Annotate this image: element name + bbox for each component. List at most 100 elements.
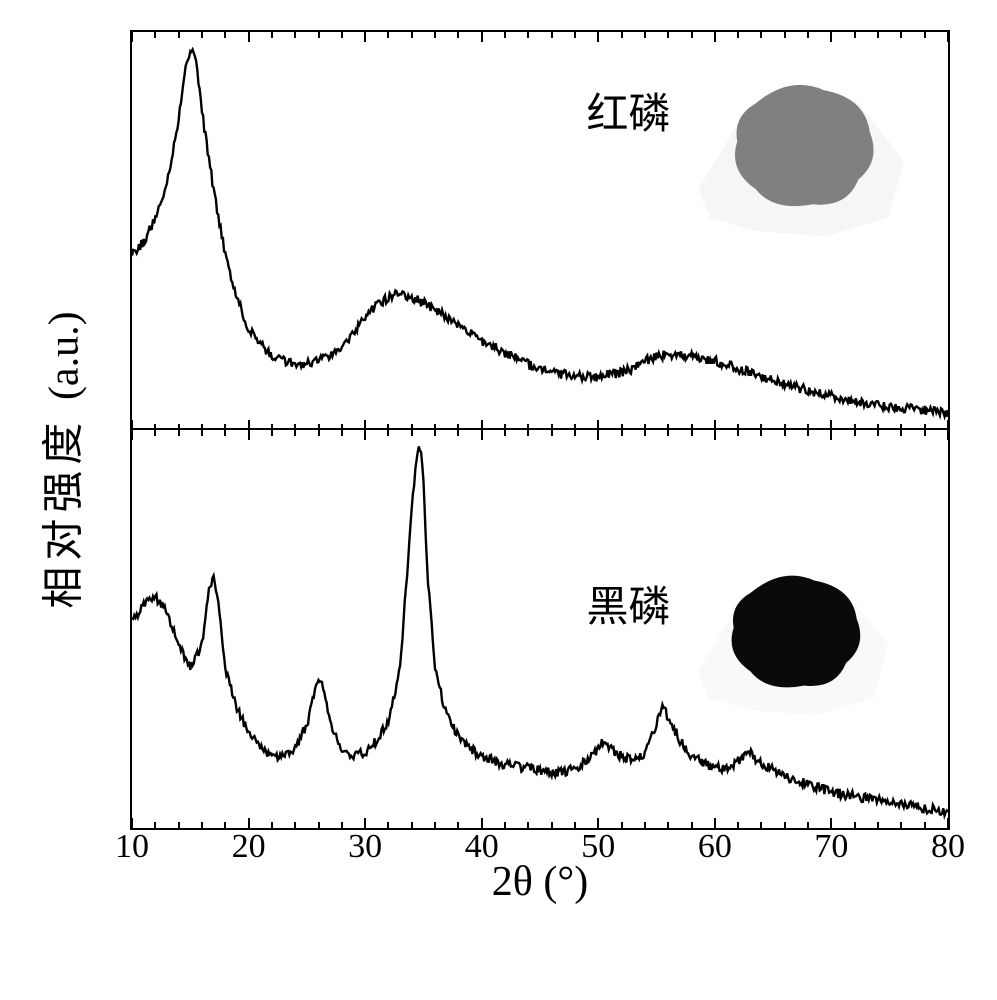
x-minor-tick — [457, 430, 459, 436]
x-minor-tick — [294, 32, 296, 38]
x-major-tick — [597, 818, 599, 828]
x-minor-tick — [387, 32, 389, 38]
x-major-tick — [947, 420, 949, 430]
x-major-tick — [364, 32, 366, 42]
x-minor-tick — [574, 430, 576, 436]
x-minor-tick — [154, 32, 156, 38]
x-minor-tick — [621, 430, 623, 436]
x-minor-tick — [877, 430, 879, 436]
x-minor-tick — [877, 32, 879, 38]
x-minor-tick — [154, 430, 156, 436]
plot-area: 红磷 黑磷 1020304050607080 2θ (°) — [130, 30, 950, 830]
x-tick-label: 10 — [115, 828, 149, 866]
x-major-tick — [248, 32, 250, 42]
panel-black-phosphorus: 黑磷 — [132, 430, 948, 828]
x-minor-tick — [411, 32, 413, 38]
x-major-tick — [597, 430, 599, 440]
x-minor-tick — [201, 32, 203, 38]
sample-photo-black-phosphorus — [687, 549, 899, 724]
x-minor-tick — [667, 430, 669, 436]
x-major-tick — [597, 32, 599, 42]
x-axis-label-text: 2θ (°) — [492, 859, 588, 905]
x-minor-tick — [527, 430, 529, 436]
x-minor-tick — [807, 32, 809, 38]
y-axis-label-unit: (a.u.) — [42, 311, 88, 400]
x-minor-tick — [224, 32, 226, 38]
x-major-tick — [714, 32, 716, 42]
x-minor-tick — [644, 430, 646, 436]
x-major-tick — [481, 420, 483, 430]
x-major-tick — [714, 430, 716, 440]
x-minor-tick — [318, 32, 320, 38]
x-minor-tick — [574, 32, 576, 38]
x-minor-tick — [900, 32, 902, 38]
x-minor-tick — [924, 32, 926, 38]
x-minor-tick — [527, 32, 529, 38]
x-tick-label: 80 — [931, 828, 965, 866]
sample-label-black-phosphorus: 黑磷 — [587, 573, 671, 634]
x-major-tick — [131, 32, 133, 42]
x-minor-tick — [784, 430, 786, 436]
x-major-tick — [481, 818, 483, 828]
x-minor-tick — [341, 430, 343, 436]
x-minor-tick — [760, 32, 762, 38]
x-major-tick — [131, 818, 133, 828]
x-major-tick — [131, 420, 133, 430]
x-minor-tick — [784, 32, 786, 38]
y-axis-label-zh: 相对强度 — [42, 417, 88, 609]
x-minor-tick — [271, 430, 273, 436]
xrd-figure: 相对强度 (a.u.) 红磷 黑磷 1020304050607080 2 — [80, 20, 980, 900]
x-major-tick — [364, 818, 366, 828]
x-major-tick — [830, 32, 832, 42]
x-minor-tick — [294, 430, 296, 436]
x-minor-tick — [201, 430, 203, 436]
x-major-tick — [947, 818, 949, 828]
x-minor-tick — [457, 32, 459, 38]
x-minor-tick — [691, 430, 693, 436]
x-minor-tick — [691, 32, 693, 38]
x-minor-tick — [434, 430, 436, 436]
x-minor-tick — [387, 430, 389, 436]
x-minor-tick — [178, 32, 180, 38]
sample-photo-red-phosphorus — [687, 56, 915, 246]
x-minor-tick — [737, 32, 739, 38]
x-major-tick — [830, 420, 832, 430]
x-major-tick — [131, 430, 133, 440]
x-axis-label: 2θ (°) — [492, 858, 588, 906]
x-major-tick — [947, 32, 949, 42]
x-minor-tick — [644, 32, 646, 38]
x-major-tick — [481, 32, 483, 42]
panel-red-phosphorus: 红磷 — [132, 32, 948, 430]
x-major-tick — [248, 420, 250, 430]
x-minor-tick — [924, 430, 926, 436]
x-minor-tick — [807, 430, 809, 436]
x-major-tick — [947, 430, 949, 440]
x-major-tick — [481, 430, 483, 440]
x-major-tick — [597, 420, 599, 430]
x-tick-label: 30 — [348, 828, 382, 866]
x-minor-tick — [224, 430, 226, 436]
x-major-tick — [830, 818, 832, 828]
x-minor-tick — [411, 430, 413, 436]
x-major-tick — [364, 430, 366, 440]
x-tick-label: 20 — [232, 828, 266, 866]
x-minor-tick — [854, 430, 856, 436]
x-minor-tick — [621, 32, 623, 38]
x-minor-tick — [178, 430, 180, 436]
x-major-tick — [714, 818, 716, 828]
y-axis-label: 相对强度 (a.u.) — [30, 311, 91, 608]
x-major-tick — [714, 420, 716, 430]
x-minor-tick — [318, 430, 320, 436]
x-major-tick — [248, 430, 250, 440]
x-minor-tick — [551, 32, 553, 38]
x-minor-tick — [667, 32, 669, 38]
x-tick-label: 60 — [698, 828, 732, 866]
x-major-tick — [364, 420, 366, 430]
x-tick-label: 70 — [814, 828, 848, 866]
x-minor-tick — [551, 430, 553, 436]
x-minor-tick — [341, 32, 343, 38]
x-minor-tick — [504, 32, 506, 38]
x-minor-tick — [737, 430, 739, 436]
x-major-tick — [248, 818, 250, 828]
x-major-tick — [830, 430, 832, 440]
